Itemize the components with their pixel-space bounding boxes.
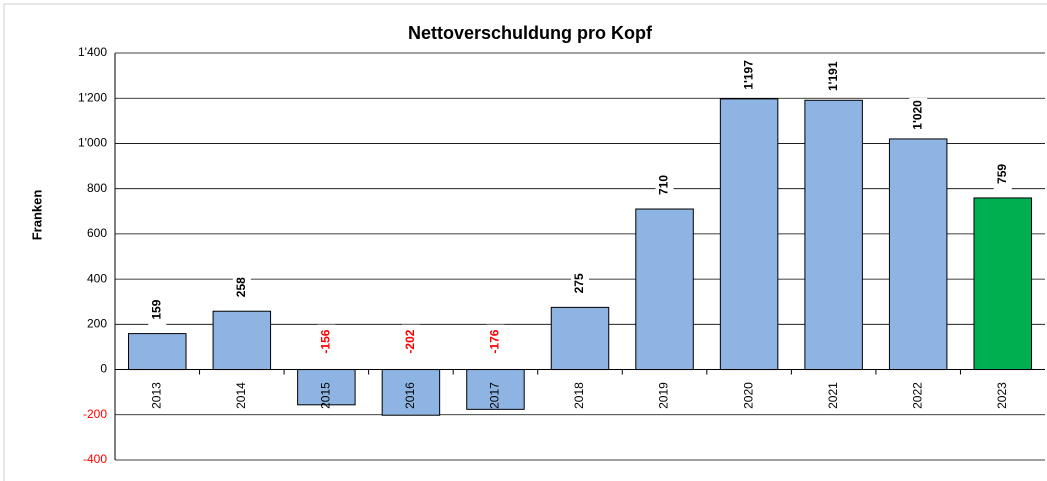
x-tick-label: 2013 bbox=[149, 382, 163, 409]
x-tick-label: 2023 bbox=[995, 382, 1009, 409]
x-tick-label: 2017 bbox=[488, 382, 502, 409]
x-tick-label: 2014 bbox=[234, 382, 248, 409]
y-tick-label: 1'400 bbox=[78, 45, 107, 59]
bar bbox=[212, 310, 272, 371]
value-label: 275 bbox=[572, 273, 586, 293]
value-label-bg bbox=[655, 168, 674, 203]
y-tick-label: 0 bbox=[100, 362, 107, 376]
value-label: 1'197 bbox=[741, 60, 755, 90]
x-tick-label: 2016 bbox=[403, 382, 417, 409]
bar bbox=[804, 99, 863, 371]
value-label: -156 bbox=[319, 329, 333, 353]
frame bbox=[3, 3, 1047, 481]
x-tick-label: 2018 bbox=[572, 382, 586, 409]
x-tick-label: 2021 bbox=[826, 382, 840, 409]
y-tick-label: 800 bbox=[87, 181, 107, 195]
bar bbox=[888, 138, 948, 371]
value-label: -202 bbox=[403, 329, 417, 353]
x-tick-label: 2019 bbox=[657, 382, 671, 409]
value-label-bg bbox=[317, 324, 336, 359]
y-tick-label: 200 bbox=[87, 317, 107, 331]
value-label-bg bbox=[824, 59, 843, 94]
value-label: 710 bbox=[657, 175, 671, 195]
value-label-bg bbox=[993, 156, 1012, 191]
value-label-bg bbox=[909, 97, 928, 132]
value-label-bg bbox=[232, 270, 251, 305]
y-tick-label: 1'200 bbox=[78, 90, 107, 104]
y-tick-label: 600 bbox=[87, 226, 107, 240]
chart-title: Nettoverschuldung pro Kopf bbox=[408, 23, 653, 43]
value-label: 1'191 bbox=[826, 61, 840, 91]
value-label-bg bbox=[401, 324, 420, 359]
bar bbox=[635, 208, 694, 371]
value-label-bg bbox=[740, 57, 759, 92]
bar bbox=[128, 333, 187, 371]
x-tick-label: 2022 bbox=[910, 382, 924, 409]
y-tick-label: -400 bbox=[83, 452, 107, 466]
bar bbox=[297, 369, 356, 406]
x-tick-label: 2015 bbox=[319, 382, 333, 409]
bar bbox=[381, 369, 441, 416]
value-label: 1'020 bbox=[910, 100, 924, 130]
value-label: 159 bbox=[149, 299, 163, 319]
bar bbox=[719, 98, 779, 371]
y-tick-label: -200 bbox=[83, 407, 107, 421]
y-tick-label: 400 bbox=[87, 271, 107, 285]
value-label-bg bbox=[571, 266, 589, 301]
value-label: -176 bbox=[488, 329, 502, 353]
bar bbox=[550, 306, 610, 371]
x-tick-label: 2020 bbox=[741, 382, 755, 409]
y-tick-label: 1'000 bbox=[78, 136, 107, 150]
value-label: 258 bbox=[234, 277, 248, 297]
bar bbox=[466, 369, 525, 410]
bar bbox=[973, 197, 1032, 371]
value-label-bg bbox=[486, 324, 505, 359]
value-label: 759 bbox=[995, 164, 1009, 184]
y-axis-label: Franken bbox=[29, 190, 44, 241]
value-label-bg bbox=[148, 292, 167, 327]
